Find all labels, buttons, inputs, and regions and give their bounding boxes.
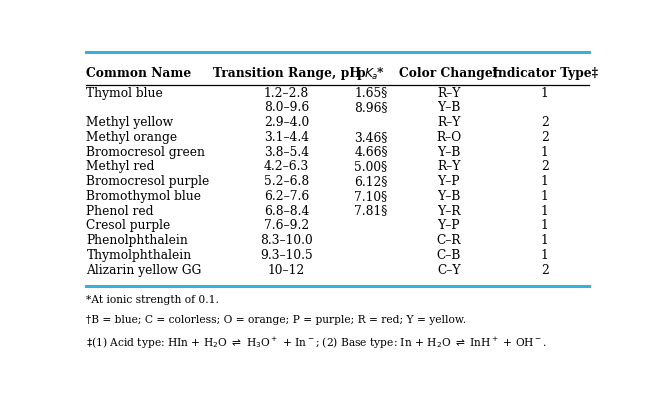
Text: 9.3–10.5: 9.3–10.5 — [260, 249, 313, 262]
Text: *At ionic strength of 0.1.: *At ionic strength of 0.1. — [86, 295, 219, 305]
Text: Bromocresol green: Bromocresol green — [86, 145, 206, 158]
Text: 6.12§: 6.12§ — [355, 175, 387, 188]
Text: R–Y: R–Y — [437, 160, 461, 173]
Text: Indicator Type‡: Indicator Type‡ — [492, 67, 598, 80]
Text: Cresol purple: Cresol purple — [86, 219, 171, 232]
Text: 2.9–4.0: 2.9–4.0 — [264, 116, 309, 129]
Text: Y–B: Y–B — [437, 101, 461, 114]
Text: R–Y: R–Y — [437, 87, 461, 100]
Text: Y–P: Y–P — [438, 219, 460, 232]
Text: Y–B: Y–B — [437, 190, 461, 203]
Text: Methyl yellow: Methyl yellow — [86, 116, 173, 129]
Text: Methyl orange: Methyl orange — [86, 131, 177, 144]
Text: 2: 2 — [540, 116, 548, 129]
Text: 3.46§: 3.46§ — [355, 131, 387, 144]
Text: 6.2–7.6: 6.2–7.6 — [264, 190, 309, 203]
Text: 1: 1 — [540, 249, 548, 262]
Text: 2: 2 — [540, 160, 548, 173]
Text: R–Y: R–Y — [437, 116, 461, 129]
Text: R–O: R–O — [436, 131, 461, 144]
Text: 1: 1 — [540, 145, 548, 158]
Text: Thymolphthalein: Thymolphthalein — [86, 249, 192, 262]
Text: 2: 2 — [540, 131, 548, 144]
Text: Thymol blue: Thymol blue — [86, 87, 163, 100]
Text: 3.1–4.4: 3.1–4.4 — [264, 131, 309, 144]
Text: 7.10§: 7.10§ — [355, 190, 387, 203]
Text: Y–P: Y–P — [438, 175, 460, 188]
Text: C–B: C–B — [437, 249, 461, 262]
Text: 1.2–2.8: 1.2–2.8 — [264, 87, 309, 100]
Text: 1: 1 — [540, 205, 548, 218]
Text: 5.00§: 5.00§ — [355, 160, 387, 173]
Text: C–Y: C–Y — [437, 263, 461, 276]
Text: Y–B: Y–B — [437, 145, 461, 158]
Text: $\ddagger$(1) Acid type: HIn + H$_2$O $\rightleftharpoons$ H$_3$O$^+$ + In$^-$; : $\ddagger$(1) Acid type: HIn + H$_2$O $\… — [86, 336, 548, 351]
Text: 4.2–6.3: 4.2–6.3 — [264, 160, 309, 173]
Text: p$K_{\!\mathit{a}}$*: p$K_{\!\mathit{a}}$* — [357, 65, 386, 82]
Text: 1: 1 — [540, 219, 548, 232]
Text: Bromothymol blue: Bromothymol blue — [86, 190, 202, 203]
Text: Common Name: Common Name — [86, 67, 192, 80]
Text: †B = blue; C = colorless; O = orange; P = purple; R = red; Y = yellow.: †B = blue; C = colorless; O = orange; P … — [86, 315, 467, 325]
Text: Phenolphthalein: Phenolphthalein — [86, 234, 188, 247]
Text: 8.3–10.0: 8.3–10.0 — [260, 234, 313, 247]
Text: 1: 1 — [540, 234, 548, 247]
Text: 4.66§: 4.66§ — [354, 145, 387, 158]
Text: 2: 2 — [540, 263, 548, 276]
Text: 8.96§: 8.96§ — [354, 101, 387, 114]
Text: 10–12: 10–12 — [268, 263, 305, 276]
Text: 8.0–9.6: 8.0–9.6 — [264, 101, 309, 114]
Text: 7.6–9.2: 7.6–9.2 — [264, 219, 309, 232]
Text: Y–R: Y–R — [437, 205, 461, 218]
Text: 7.81§: 7.81§ — [355, 205, 387, 218]
Text: Methyl red: Methyl red — [86, 160, 155, 173]
Text: 6.8–8.4: 6.8–8.4 — [264, 205, 309, 218]
Text: Color Change†: Color Change† — [399, 67, 499, 80]
Text: 1: 1 — [540, 175, 548, 188]
Text: 1: 1 — [540, 190, 548, 203]
Text: Transition Range, pH: Transition Range, pH — [213, 67, 360, 80]
Text: Phenol red: Phenol red — [86, 205, 154, 218]
Text: 3.8–5.4: 3.8–5.4 — [264, 145, 309, 158]
Text: 5.2–6.8: 5.2–6.8 — [264, 175, 309, 188]
Text: Alizarin yellow GG: Alizarin yellow GG — [86, 263, 202, 276]
Text: 1.65§: 1.65§ — [355, 87, 387, 100]
Text: Bromocresol purple: Bromocresol purple — [86, 175, 210, 188]
Text: 1: 1 — [540, 87, 548, 100]
Text: C–R: C–R — [436, 234, 461, 247]
